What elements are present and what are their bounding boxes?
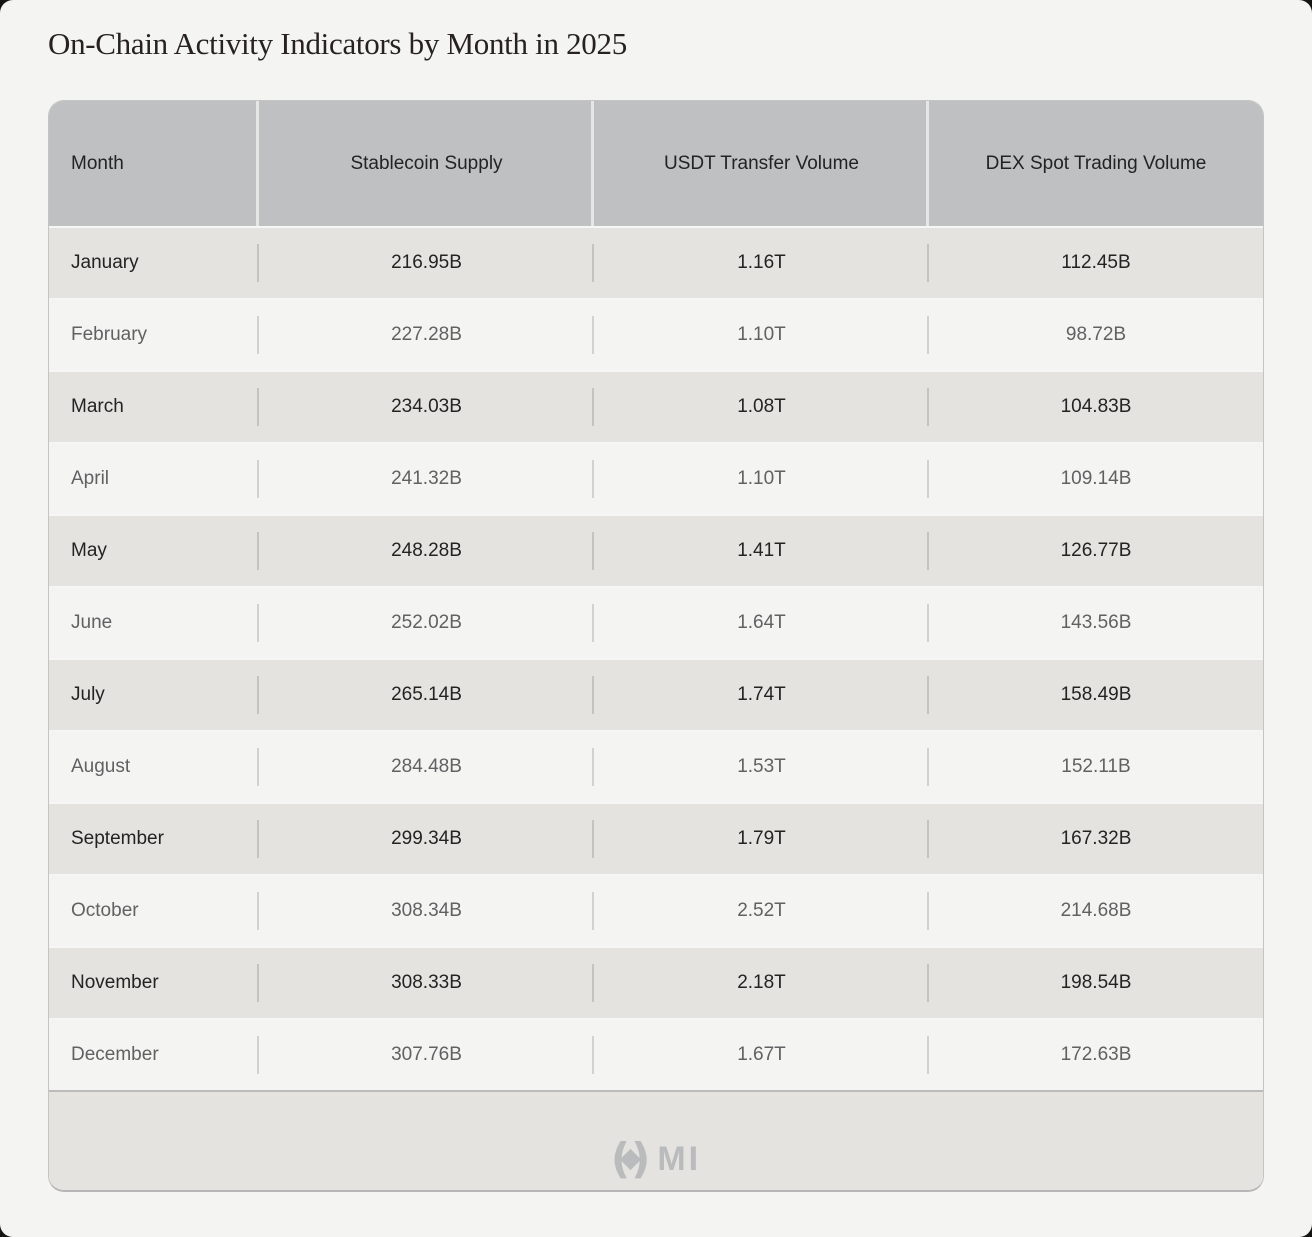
column-header-dex-spot-trading-volume: DEX Spot Trading Volume <box>985 152 1207 174</box>
data-table-card: Month Stablecoin Supply USDT Transfer Vo… <box>48 100 1264 1192</box>
table-body: January 216.95B 1.16T 112.45B February 2… <box>49 226 1263 1090</box>
table-row: May 248.28B 1.41T 126.77B <box>49 514 1263 586</box>
cell-stablecoin-supply: 299.34B <box>259 804 594 874</box>
cell-usdt-transfer-volume: 1.16T <box>594 228 929 298</box>
cell-stablecoin-supply: 308.34B <box>259 876 594 946</box>
cell-month: June <box>49 588 259 658</box>
cell-usdt-transfer-volume: 1.10T <box>594 300 929 370</box>
cell-dex-spot-trading-volume: 167.32B <box>1060 828 1132 849</box>
table-row: November 308.33B 2.18T 198.54B <box>49 946 1263 1018</box>
table-row: December 307.76B 1.67T 172.63B <box>49 1018 1263 1090</box>
cell-usdt-transfer-volume: 1.67T <box>594 1020 929 1090</box>
cell-month: May <box>49 516 259 586</box>
column-header-month: Month <box>49 101 259 226</box>
cell-usdt-transfer-volume: 1.10T <box>594 444 929 514</box>
cell-month: July <box>49 660 259 730</box>
cell-usdt-transfer-volume: 1.41T <box>594 516 929 586</box>
cell-dex-spot-trading-volume: 214.68B <box>1060 900 1132 921</box>
cell-stablecoin-supply: 265.14B <box>259 660 594 730</box>
cell-dex-spot-trading-volume: 104.83B <box>1060 396 1132 417</box>
cell-month: November <box>49 948 259 1018</box>
cell-month: March <box>49 372 259 442</box>
cell-usdt-transfer-volume: 1.08T <box>594 372 929 442</box>
cell-dex-spot-trading-volume: 112.45B <box>1061 252 1131 273</box>
table-row: February 227.28B 1.10T 98.72B <box>49 298 1263 370</box>
cell-usdt-transfer-volume: 1.79T <box>594 804 929 874</box>
cell-month: January <box>49 228 259 298</box>
cell-usdt-transfer-volume: 1.64T <box>594 588 929 658</box>
column-header-stablecoin-supply: Stablecoin Supply <box>259 101 594 226</box>
table-row: January 216.95B 1.16T 112.45B <box>49 226 1263 298</box>
brand-logo: ( ) MI <box>611 1138 702 1180</box>
cell-dex-spot-trading-volume: 172.63B <box>1060 1044 1132 1065</box>
cell-stablecoin-supply: 241.32B <box>259 444 594 514</box>
cell-month: October <box>49 876 259 946</box>
cell-stablecoin-supply: 252.02B <box>259 588 594 658</box>
table-row: August 284.48B 1.53T 152.11B <box>49 730 1263 802</box>
cell-stablecoin-supply: 234.03B <box>259 372 594 442</box>
cell-month: September <box>49 804 259 874</box>
cell-stablecoin-supply: 307.76B <box>259 1020 594 1090</box>
cell-dex-spot-trading-volume: 98.72B <box>1065 324 1127 345</box>
cell-stablecoin-supply: 227.28B <box>259 300 594 370</box>
cell-usdt-transfer-volume: 2.18T <box>594 948 929 1018</box>
cell-month: April <box>49 444 259 514</box>
page-title: On-Chain Activity Indicators by Month in… <box>48 26 627 61</box>
table-row: March 234.03B 1.08T 104.83B <box>49 370 1263 442</box>
logo-wordmark: MI <box>657 1140 702 1178</box>
cell-month: December <box>49 1020 259 1090</box>
cell-dex-spot-trading-volume: 143.56B <box>1060 612 1132 633</box>
cell-usdt-transfer-volume: 2.52T <box>594 876 929 946</box>
cell-dex-spot-trading-volume: 126.77B <box>1060 540 1132 561</box>
column-header-usdt-transfer-volume: USDT Transfer Volume <box>594 101 929 226</box>
cell-stablecoin-supply: 248.28B <box>259 516 594 586</box>
cell-dex-spot-trading-volume: 152.11B <box>1061 756 1131 777</box>
table-row: September 299.34B 1.79T 167.32B <box>49 802 1263 874</box>
table-row: July 265.14B 1.74T 158.49B <box>49 658 1263 730</box>
cell-stablecoin-supply: 284.48B <box>259 732 594 802</box>
cell-stablecoin-supply: 308.33B <box>259 948 594 1018</box>
cell-dex-spot-trading-volume: 198.54B <box>1060 972 1132 993</box>
cell-month: February <box>49 300 259 370</box>
table-row: October 308.34B 2.52T 214.68B <box>49 874 1263 946</box>
cell-dex-spot-trading-volume: 158.49B <box>1060 684 1132 705</box>
cell-stablecoin-supply: 216.95B <box>259 228 594 298</box>
cell-usdt-transfer-volume: 1.53T <box>594 732 929 802</box>
cell-usdt-transfer-volume: 1.74T <box>594 660 929 730</box>
table-footer: ( ) MI <box>49 1090 1263 1190</box>
cell-month: August <box>49 732 259 802</box>
table-header-row: Month Stablecoin Supply USDT Transfer Vo… <box>49 101 1263 226</box>
cell-dex-spot-trading-volume: 109.14B <box>1060 468 1132 489</box>
table-row: June 252.02B 1.64T 143.56B <box>49 586 1263 658</box>
table-row: April 241.32B 1.10T 109.14B <box>49 442 1263 514</box>
